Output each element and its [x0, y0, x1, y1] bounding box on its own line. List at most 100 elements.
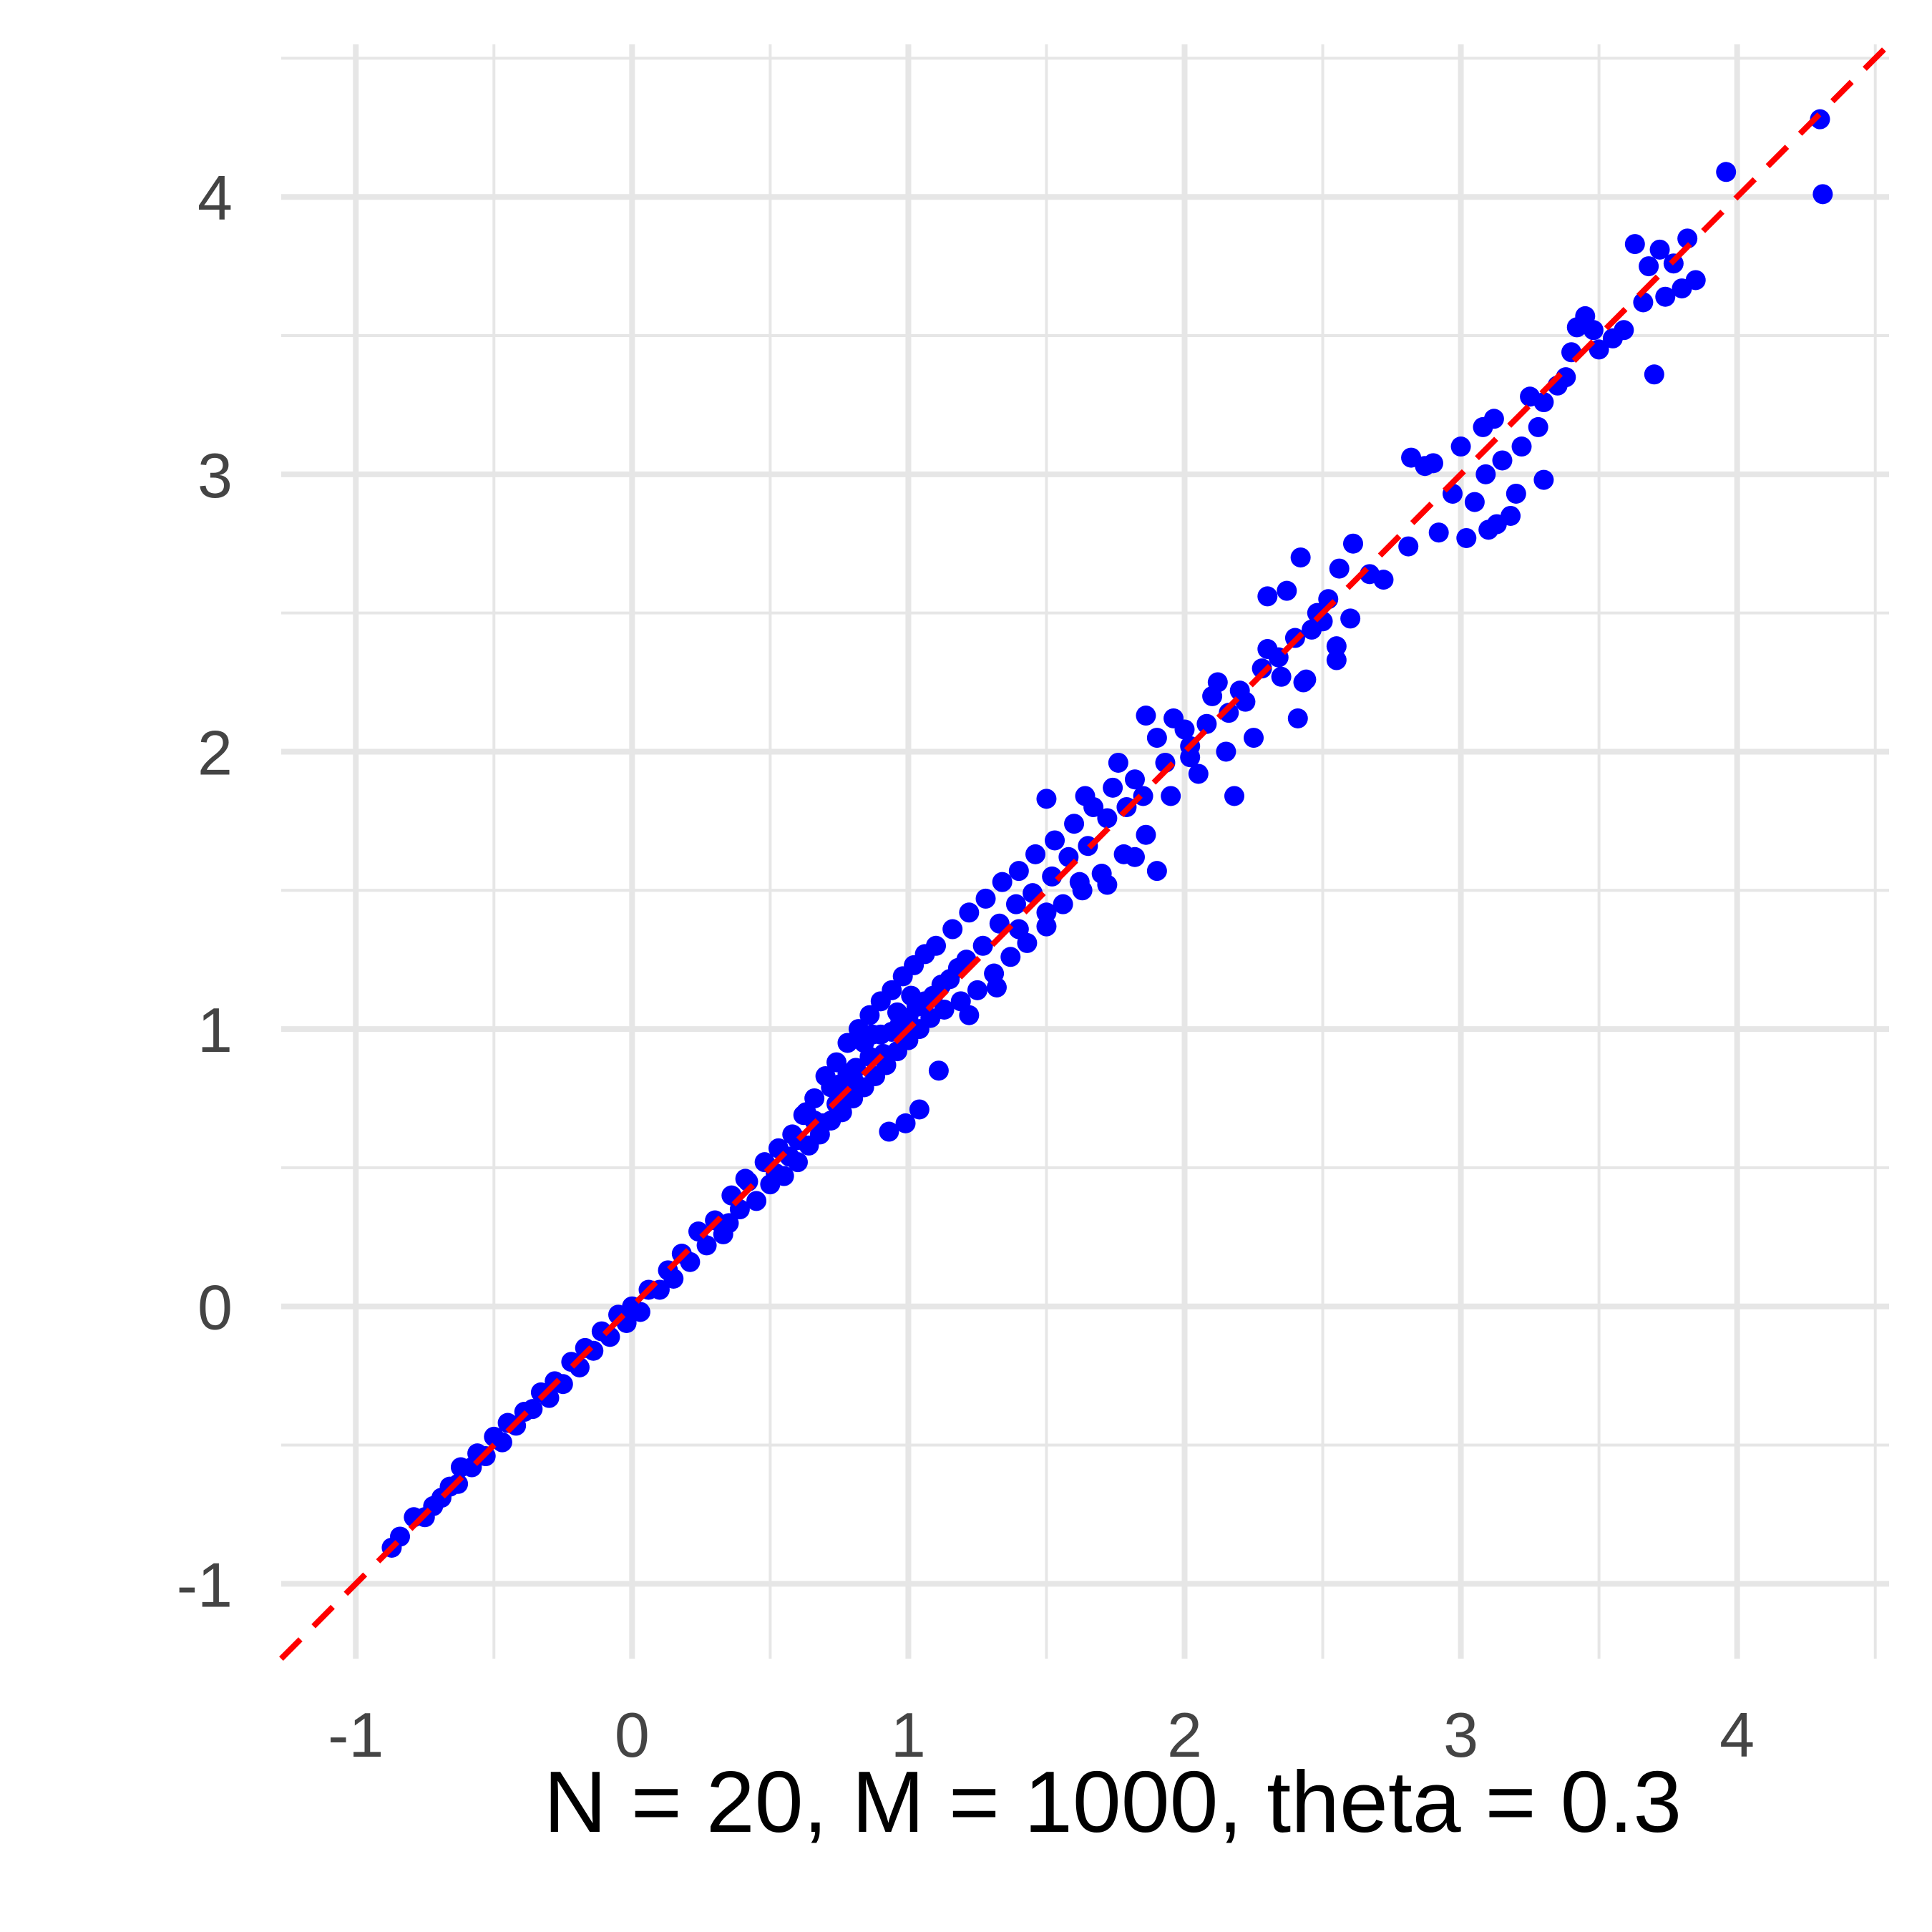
data-point [959, 1005, 980, 1025]
data-point [1124, 847, 1145, 867]
data-point [972, 935, 993, 956]
data-point [1000, 947, 1021, 967]
data-point [1506, 483, 1526, 504]
data-point [1398, 536, 1419, 557]
data-point [1492, 450, 1513, 471]
data-point [928, 1060, 949, 1081]
data-point [1146, 728, 1167, 748]
data-point [967, 980, 987, 1000]
data-point [1075, 786, 1096, 806]
data-point [1045, 830, 1065, 851]
data-point [583, 1340, 604, 1361]
y-tick-label: 4 [197, 162, 233, 233]
y-tick-label: -1 [177, 1549, 233, 1620]
data-point [1583, 320, 1604, 341]
data-point [931, 975, 952, 995]
data-point [1810, 109, 1830, 130]
data-point [1108, 752, 1128, 773]
data-point [1343, 533, 1363, 554]
data-point [882, 980, 902, 1000]
data-point [1716, 162, 1737, 182]
data-point [1511, 436, 1532, 457]
data-point [1103, 777, 1123, 798]
data-point [895, 1113, 916, 1133]
y-tick-labels: -1 0 1 2 3 4 [177, 162, 233, 1620]
data-point [1219, 703, 1239, 723]
data-point [1097, 808, 1118, 829]
x-tick-label: 3 [1443, 1699, 1478, 1770]
data-point [1655, 286, 1676, 307]
data-point [821, 1077, 841, 1098]
data-point [1257, 586, 1278, 607]
data-point [1069, 872, 1090, 892]
data-point [630, 1302, 650, 1322]
data-point [959, 902, 980, 923]
data-point [1533, 392, 1554, 413]
data-point [1677, 228, 1698, 249]
data-point [1464, 492, 1485, 512]
data-point [1556, 367, 1576, 388]
data-point [1624, 234, 1645, 255]
data-point [1042, 866, 1063, 887]
data-point [1639, 256, 1659, 277]
data-point [1097, 874, 1118, 895]
data-point [1005, 894, 1026, 914]
major-gridlines [281, 44, 1889, 1659]
data-point [1528, 416, 1548, 437]
data-point [975, 888, 996, 909]
data-point [1456, 527, 1477, 548]
x-tick-label: 0 [615, 1699, 650, 1770]
data-point [1644, 364, 1664, 385]
x-tick-label: 1 [891, 1699, 926, 1770]
x-tick-labels: -1 0 1 2 3 4 [328, 1699, 1755, 1770]
data-point [1025, 844, 1046, 864]
data-point [1633, 292, 1654, 313]
data-point [1326, 650, 1347, 670]
data-point [1207, 672, 1228, 693]
x-tick-label: 4 [1719, 1699, 1755, 1770]
x-tick-label: 2 [1167, 1699, 1202, 1770]
x-tick-label: -1 [328, 1699, 384, 1770]
data-point [1036, 789, 1057, 809]
data-point [1501, 505, 1521, 526]
data-point [843, 1068, 864, 1089]
data-point [1163, 708, 1184, 728]
data-point [696, 1235, 717, 1256]
data-point [1290, 547, 1311, 568]
data-point [1036, 916, 1057, 937]
data-point [1252, 658, 1272, 679]
data-point [1136, 824, 1156, 845]
y-tick-label: 2 [197, 717, 233, 788]
data-point [986, 977, 1007, 997]
data-point [718, 1213, 739, 1234]
data-point [1161, 786, 1181, 806]
data-point [1244, 728, 1264, 748]
data-point [1064, 814, 1085, 834]
data-point [992, 872, 1013, 892]
data-point [1277, 580, 1297, 601]
data-point [926, 935, 947, 956]
data-point [942, 919, 963, 940]
data-point [909, 1099, 930, 1120]
data-point [1008, 919, 1029, 940]
data-point [1483, 409, 1504, 429]
data-point [1813, 184, 1833, 205]
data-point [1329, 558, 1350, 579]
y-tick-label: 0 [197, 1272, 233, 1343]
reference-line-overlay [279, 42, 1891, 1661]
data-point [1224, 786, 1244, 806]
data-point [1423, 453, 1443, 474]
data-point [1036, 902, 1057, 923]
data-point [1196, 713, 1217, 734]
data-points [279, 42, 1891, 1661]
y-tick-label: 1 [197, 995, 233, 1065]
data-point [1326, 636, 1347, 657]
data-point [934, 999, 955, 1020]
data-point [1685, 270, 1706, 291]
data-point [837, 1033, 858, 1053]
data-point [779, 1146, 800, 1167]
data-point [746, 1191, 767, 1211]
data-point [1136, 706, 1156, 726]
